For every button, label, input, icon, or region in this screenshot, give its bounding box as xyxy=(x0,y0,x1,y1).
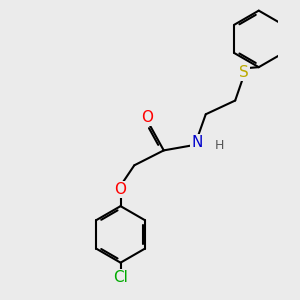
Text: Cl: Cl xyxy=(113,270,128,285)
Text: S: S xyxy=(239,65,249,80)
Text: O: O xyxy=(115,182,127,197)
Text: N: N xyxy=(191,135,203,150)
Text: H: H xyxy=(215,139,225,152)
Text: O: O xyxy=(141,110,153,124)
